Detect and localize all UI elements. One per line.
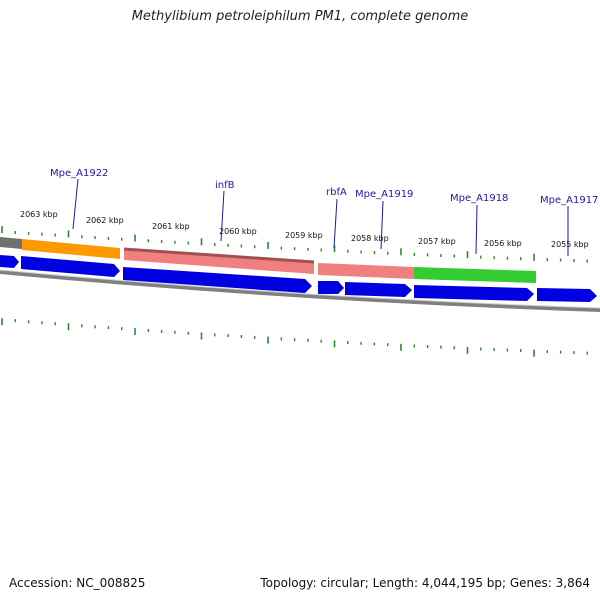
feature-salmon-2 — [318, 263, 414, 279]
tick-label: 2058 kbp — [351, 234, 389, 243]
feature-band — [0, 237, 536, 283]
tick-label: 2062 kbp — [86, 216, 124, 225]
gene-arrow — [318, 281, 344, 294]
tick-label: 2055 kbp — [551, 240, 589, 249]
gene-arrow — [537, 288, 597, 302]
feature-orange — [22, 239, 120, 259]
gene-arrow — [345, 282, 412, 297]
gene-arrow — [0, 255, 19, 268]
feature-grey — [0, 237, 22, 249]
feature-salmon-1-top — [123, 247, 315, 264]
inner-ruler-ticks — [1, 318, 588, 357]
genome-backbone-highlight — [0, 269, 600, 309]
callout-line — [333, 198, 338, 249]
outer-ruler-ticks — [1, 226, 588, 263]
tick-label: 2057 kbp — [418, 237, 456, 246]
genome-backbone — [0, 270, 600, 312]
genome-summary-text: Topology: circular; Length: 4,044,195 bp… — [260, 576, 590, 590]
gene-callouts: Mpe_A1922 infB rbfA Mpe_A1919 Mpe_A1918 … — [50, 168, 598, 256]
tick-label: 2061 kbp — [152, 222, 190, 231]
gene-arrow — [123, 267, 312, 293]
gene-arrow — [414, 285, 534, 301]
callout-line — [220, 190, 225, 242]
callout-line — [72, 178, 79, 230]
callout-line — [380, 200, 384, 250]
gene-arrow — [21, 256, 120, 277]
gene-label-mpe-a1917: Mpe_A1917 — [540, 195, 598, 206]
gene-label-mpe-a1919: Mpe_A1919 — [355, 189, 413, 200]
callout-line — [475, 204, 478, 255]
scale-labels: 2063 kbp 2062 kbp 2061 kbp 2060 kbp 2059… — [20, 210, 589, 249]
tick-label: 2063 kbp — [20, 210, 58, 219]
map-title: Methylibium petroleiphilum PM1, complete… — [131, 9, 469, 24]
gene-label-infb: infB — [215, 180, 235, 191]
tick-label: 2056 kbp — [484, 239, 522, 248]
forward-genes — [0, 255, 597, 302]
tick-label: 2060 kbp — [219, 227, 257, 236]
gene-label-mpe-a1918: Mpe_A1918 — [450, 193, 508, 204]
gene-label-rbfa: rbfA — [326, 187, 347, 198]
feature-salmon-1 — [124, 249, 314, 274]
tick-label: 2059 kbp — [285, 231, 323, 240]
gene-label-mpe-a1922: Mpe_A1922 — [50, 168, 108, 179]
accession-text: Accession: NC_008825 — [9, 576, 146, 590]
feature-green — [414, 267, 536, 283]
